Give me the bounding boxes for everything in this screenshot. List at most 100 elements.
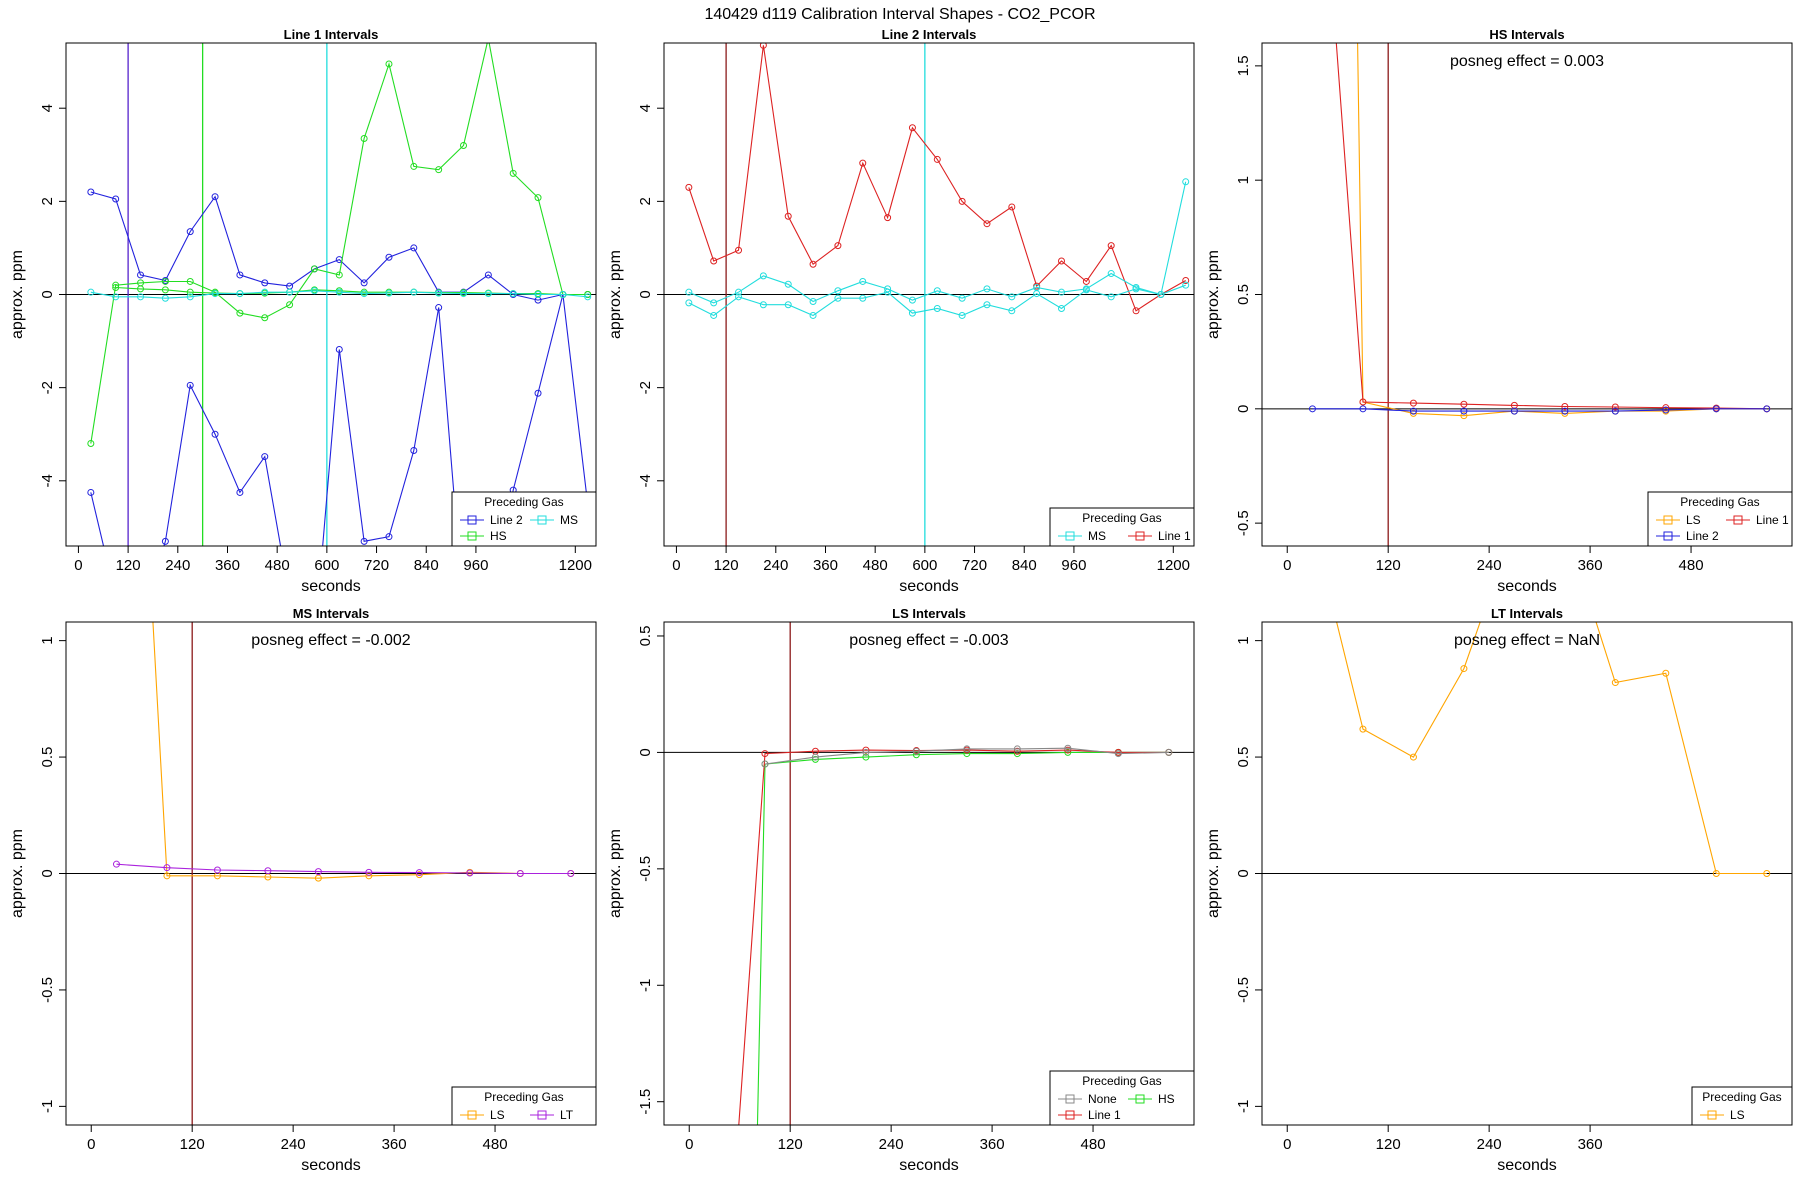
data-point [261, 288, 269, 296]
legend-entry-label: HS [490, 529, 507, 543]
x-tick-label: 0 [74, 557, 82, 574]
data-point [211, 290, 219, 298]
data-point [834, 242, 842, 250]
data-point [186, 277, 194, 285]
data-point [884, 288, 892, 296]
data-point [685, 299, 693, 307]
data-point [710, 311, 718, 319]
data-point [884, 214, 892, 222]
data-point [1008, 203, 1016, 211]
series-line [1336, 622, 1767, 875]
data-point [261, 279, 269, 287]
chart-panel: LS Intervals 0 120 240 360 480 seconds -1.5 -1 -0… [607, 606, 1195, 1174]
legend-swatch-marker [467, 531, 477, 541]
y-tick-label: 0 [637, 290, 654, 298]
data-point [1058, 257, 1065, 265]
data-point [113, 594, 119, 600]
data-point [584, 293, 592, 301]
data-point [735, 246, 743, 254]
data-point [360, 134, 368, 142]
data-point [1763, 405, 1771, 413]
chart-title: Line 2 Intervals [882, 27, 977, 42]
y-axis-label: approx. ppm [607, 829, 624, 918]
data-point [287, 594, 293, 600]
x-tick-label: 0 [672, 557, 680, 574]
chart-title: HS Intervals [1489, 27, 1564, 42]
legend-entry-label: LT [560, 1108, 574, 1122]
y-axis-label: approx. ppm [1205, 829, 1222, 918]
x-tick-label: 960 [463, 557, 488, 574]
y-tick-label: 4 [39, 104, 56, 112]
data-point [761, 760, 769, 768]
legend-swatch-marker [1135, 1094, 1145, 1104]
legend-title: Preceding Gas [1082, 1074, 1161, 1088]
data-point [1460, 412, 1468, 420]
data-point [213, 866, 221, 874]
x-tick-label: 1200 [559, 557, 592, 574]
data-point [310, 265, 318, 273]
data-point [435, 166, 443, 174]
data-point [161, 294, 169, 302]
x-tick-label: 360 [1578, 1136, 1603, 1153]
data-point [1058, 304, 1065, 312]
x-tick-label: 480 [863, 557, 888, 574]
x-tick-label: 240 [1477, 557, 1502, 574]
legend: Preceding Gas LS LT [451, 1086, 597, 1126]
x-axis-label: seconds [899, 1157, 959, 1174]
data-point [186, 228, 194, 236]
data-point [1165, 748, 1173, 756]
data-point [484, 271, 492, 279]
legend-entry-label: LS [1730, 1108, 1745, 1122]
legend-entry-label: Line 1 [1158, 529, 1191, 543]
x-tick-label: 240 [165, 557, 190, 574]
data-point [211, 193, 219, 201]
data-point [236, 290, 244, 298]
y-tick-label: 1 [1235, 636, 1252, 644]
y-tick-label: 0.5 [1235, 747, 1252, 768]
data-point [862, 748, 870, 756]
legend-entry-label: MS [1088, 529, 1106, 543]
data-point [809, 311, 817, 319]
y-tick-label: 2 [637, 197, 654, 205]
data-point [1132, 307, 1140, 315]
x-tick-label: 0 [87, 1136, 95, 1153]
data-point [236, 309, 244, 317]
y-tick-label: -0.5 [39, 977, 56, 1003]
data-point [859, 277, 867, 285]
data-point [834, 294, 842, 302]
legend-entry-label: Line 1 [1756, 513, 1789, 527]
legend-entry-label: MS [560, 513, 578, 527]
y-tick-label: 0.5 [39, 747, 56, 768]
data-point [761, 750, 769, 758]
data-point [1064, 746, 1072, 754]
data-point [534, 194, 542, 202]
series-line [1335, 43, 1767, 410]
x-axis-label: seconds [899, 578, 959, 595]
x-tick-label: 720 [364, 557, 389, 574]
x-tick-label: 240 [1477, 1136, 1502, 1153]
y-axis-label: approx. ppm [607, 250, 624, 339]
data-point [147, 568, 153, 574]
data-point [1712, 405, 1720, 413]
data-point [983, 285, 991, 293]
data-point [1409, 753, 1417, 761]
x-tick-label: 240 [879, 1136, 904, 1153]
data-point [1712, 870, 1720, 877]
legend-entry-label: LS [1686, 513, 1701, 527]
data-point [435, 289, 443, 297]
legend-swatch-marker [467, 515, 477, 525]
y-tick-label: 4 [637, 104, 654, 112]
data-point [410, 162, 418, 170]
data-point [958, 311, 966, 319]
x-tick-label: 960 [1061, 557, 1086, 574]
plot-area [1262, 43, 1792, 546]
chart-title: Line 1 Intervals [284, 27, 379, 42]
data-point [859, 294, 867, 302]
data-point [261, 314, 269, 322]
data-point [509, 169, 517, 177]
data-point [983, 220, 991, 228]
y-tick-label: -0.5 [637, 856, 654, 882]
y-tick-label: 0 [637, 748, 654, 756]
x-axis-label: seconds [301, 578, 361, 595]
